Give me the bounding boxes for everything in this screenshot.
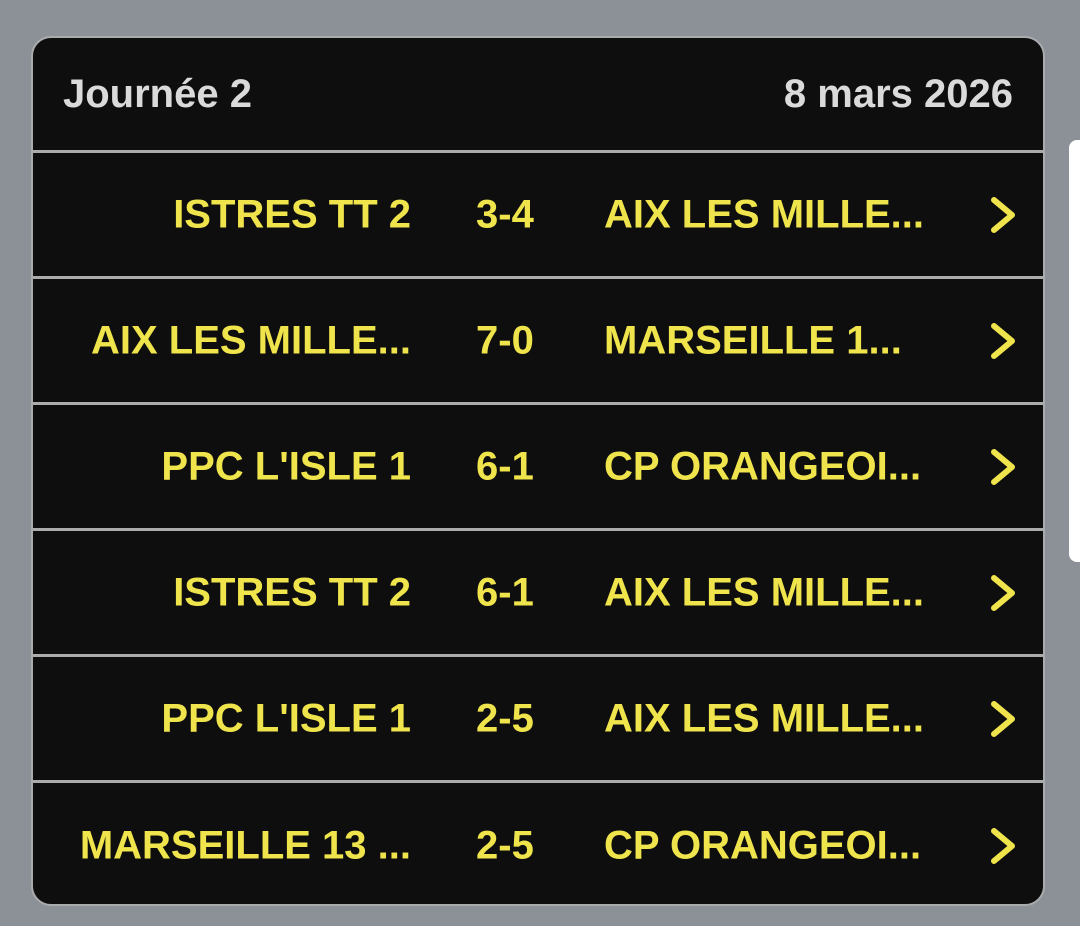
home-team: ISTRES TT 2: [173, 192, 411, 236]
away-team: CP ORANGEOI...: [604, 823, 922, 868]
match-score: 2-5: [476, 823, 534, 868]
match-row[interactable]: MARSEILLE 13 ... 2-5 CP ORANGEOI...: [33, 783, 1043, 904]
chevron-right-icon[interactable]: [988, 195, 1018, 235]
matchday-card: Journée 2 8 mars 2026 ISTRES TT 2 3-4 AI…: [31, 36, 1045, 906]
home-team: PPC L'ISLE 1: [161, 444, 411, 488]
match-score: 2-5: [476, 696, 534, 740]
match-row[interactable]: ISTRES TT 2 3-4 AIX LES MILLE...: [33, 153, 1043, 279]
away-team: AIX LES MILLE...: [604, 192, 925, 236]
chevron-right-icon[interactable]: [988, 447, 1018, 487]
match-score: 3-4: [476, 192, 534, 236]
chevron-right-icon[interactable]: [988, 573, 1018, 613]
matchday-header: Journée 2 8 mars 2026: [33, 38, 1043, 153]
chevron-right-icon[interactable]: [988, 826, 1018, 866]
home-team: PPC L'ISLE 1: [161, 696, 411, 740]
home-team: MARSEILLE 13 ...: [79, 823, 411, 868]
matchday-title: Journée 2: [63, 71, 252, 116]
away-team: AIX LES MILLE...: [604, 570, 925, 614]
match-row[interactable]: ISTRES TT 2 6-1 AIX LES MILLE...: [33, 531, 1043, 657]
chevron-right-icon[interactable]: [988, 699, 1018, 739]
match-row[interactable]: PPC L'ISLE 1 6-1 CP ORANGEOI...: [33, 405, 1043, 531]
away-team: AIX LES MILLE...: [604, 696, 925, 740]
side-panel-edge: [1069, 140, 1080, 562]
home-team: ISTRES TT 2: [173, 570, 411, 614]
matchday-date: 8 mars 2026: [783, 71, 1013, 116]
home-team: AIX LES MILLE...: [90, 318, 411, 362]
match-row[interactable]: PPC L'ISLE 1 2-5 AIX LES MILLE...: [33, 657, 1043, 783]
away-team: MARSEILLE 1...: [604, 318, 902, 362]
match-score: 6-1: [476, 570, 534, 614]
away-team: CP ORANGEOI...: [604, 444, 922, 488]
match-score: 6-1: [476, 444, 534, 488]
chevron-right-icon[interactable]: [988, 321, 1018, 361]
match-score: 7-0: [476, 318, 534, 362]
match-row[interactable]: AIX LES MILLE... 7-0 MARSEILLE 1...: [33, 279, 1043, 405]
